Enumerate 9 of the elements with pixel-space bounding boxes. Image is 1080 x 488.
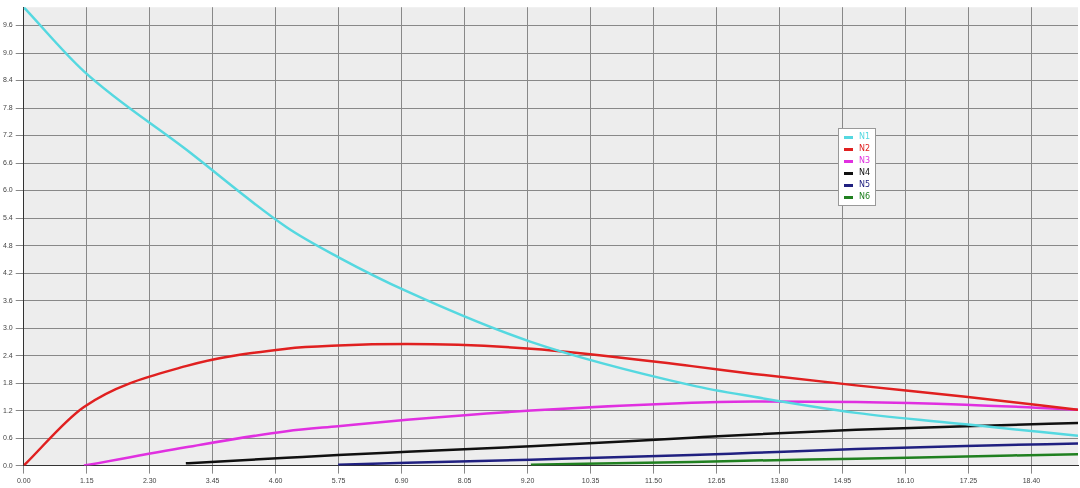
line-series	[529, 452, 1078, 466]
legend-label: N3	[859, 155, 871, 167]
legend-label: N6	[859, 191, 871, 203]
legend-label: N1	[859, 131, 871, 143]
legend-label: N2	[859, 143, 871, 155]
line-series	[336, 442, 1078, 466]
line-series	[184, 421, 1078, 465]
legend-label: N5	[859, 179, 871, 191]
legend-label: N4	[859, 167, 871, 179]
